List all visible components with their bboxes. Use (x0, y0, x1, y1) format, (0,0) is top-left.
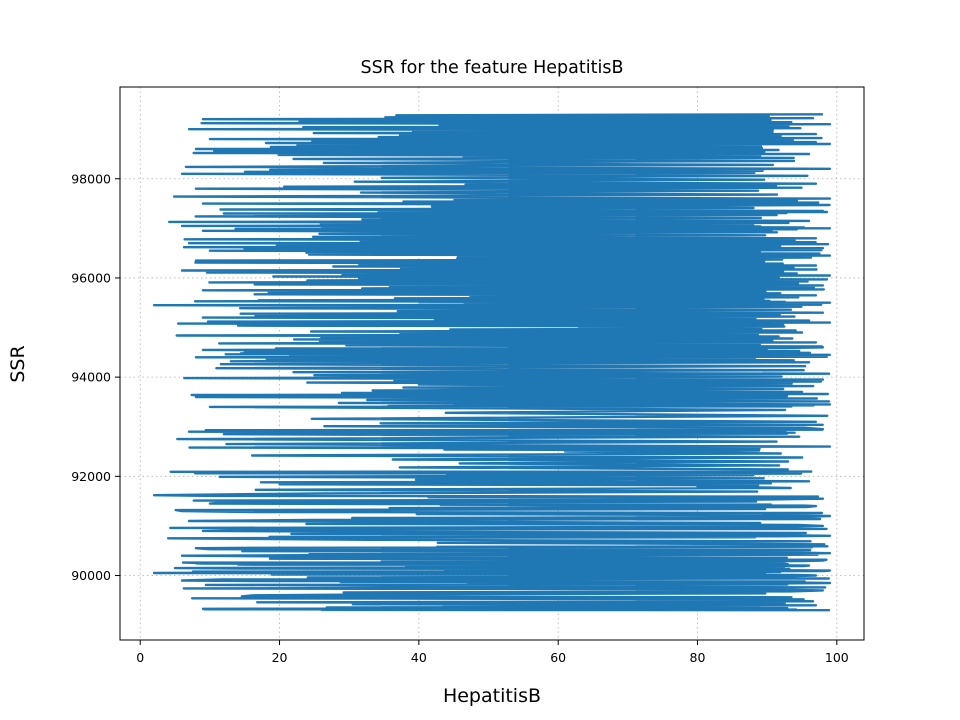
y-tick-label: 92000 (71, 469, 111, 484)
y-tick-label: 94000 (71, 370, 111, 385)
series-layer (152, 113, 832, 612)
x-tick-label: 60 (550, 650, 566, 665)
series-line (152, 113, 832, 612)
y-tick-label: 98000 (71, 171, 111, 186)
y-axis-label: SSR (7, 345, 29, 382)
chart-title: SSR for the feature HepatitisB (361, 58, 624, 78)
x-tick-label: 80 (690, 650, 706, 665)
x-tick-label: 0 (136, 650, 144, 665)
x-tick-label: 100 (825, 650, 849, 665)
x-axis-label: HepatitisB (443, 685, 541, 707)
y-tick-label: 96000 (71, 270, 111, 285)
x-tick-label: 20 (272, 650, 288, 665)
plot-frame (119, 86, 865, 641)
y-axis: 90000 92000 94000 96000 98000 (71, 171, 120, 583)
y-tick-label: 90000 (71, 568, 111, 583)
x-tick-label: 40 (411, 650, 427, 665)
x-axis: 0 20 40 60 80 100 (136, 640, 849, 665)
